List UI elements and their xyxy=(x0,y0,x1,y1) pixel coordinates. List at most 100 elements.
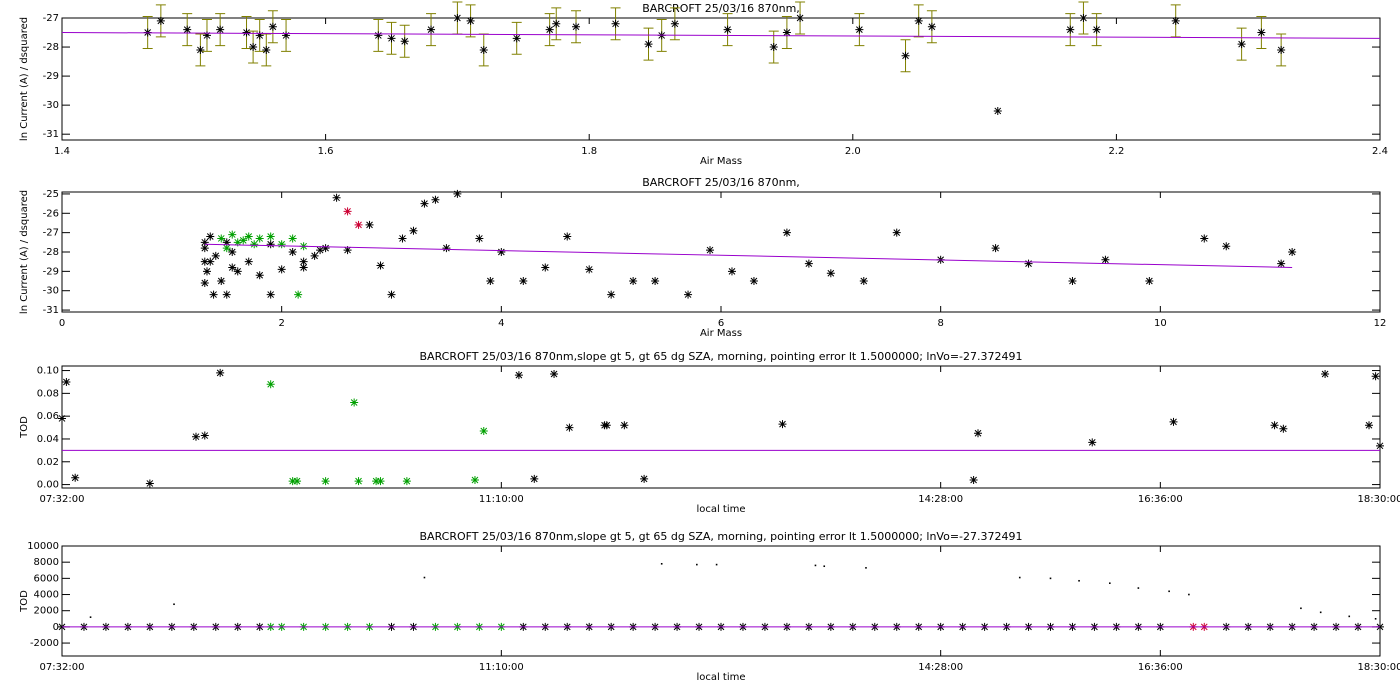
data-point xyxy=(629,277,638,286)
data-point xyxy=(374,31,383,40)
data-point xyxy=(479,426,488,435)
data-point xyxy=(321,477,330,486)
data-point xyxy=(206,232,215,241)
x-tick-label: 18:30:00 xyxy=(1358,662,1400,673)
data-point xyxy=(1188,593,1190,596)
data-point xyxy=(1068,277,1077,286)
data-point xyxy=(354,220,363,229)
y-tick-label: -27 xyxy=(43,13,59,24)
data-point xyxy=(1101,255,1110,264)
data-point xyxy=(233,238,242,247)
data-point xyxy=(350,398,359,407)
data-point xyxy=(354,477,363,486)
y-tick-label: 0.04 xyxy=(37,434,59,445)
data-point xyxy=(814,564,817,567)
data-point xyxy=(1319,611,1322,614)
data-point xyxy=(242,28,251,37)
data-point xyxy=(196,45,205,54)
x-axis-label: Air Mass xyxy=(700,328,742,339)
data-point xyxy=(71,473,80,482)
data-point xyxy=(974,429,983,438)
data-point xyxy=(228,248,237,256)
data-point xyxy=(409,226,418,235)
data-point xyxy=(217,234,226,243)
data-point xyxy=(1145,277,1154,286)
data-point xyxy=(211,251,220,260)
data-point xyxy=(826,269,835,278)
y-tick-label: 0.08 xyxy=(37,388,59,399)
data-point xyxy=(778,420,787,429)
y-tick-label: 0 xyxy=(53,622,59,633)
y-tick-label: -31 xyxy=(43,129,59,140)
data-point xyxy=(423,576,426,579)
data-point xyxy=(486,277,495,286)
x-tick-label: 16:36:00 xyxy=(1138,662,1183,673)
data-point xyxy=(206,257,215,266)
y-axis-label: ln Current (A) / dsquared xyxy=(19,190,30,314)
data-point xyxy=(398,234,407,243)
x-tick-label: 18:30:00 xyxy=(1358,494,1400,505)
data-point xyxy=(89,616,92,618)
data-point xyxy=(991,244,1000,253)
data-point xyxy=(541,263,550,272)
data-point xyxy=(969,476,978,485)
data-point xyxy=(1374,617,1377,620)
y-tick-label: -2000 xyxy=(30,638,59,649)
data-point xyxy=(209,290,218,299)
data-point xyxy=(901,51,910,60)
data-point xyxy=(497,248,506,256)
chart-title: BARCROFT 25/03/16 870nm,slope gt 5, gt 6… xyxy=(420,530,1023,543)
x-tick-label: 0 xyxy=(59,318,65,329)
data-point xyxy=(1365,421,1374,430)
data-point xyxy=(1222,242,1231,251)
data-point xyxy=(1300,607,1302,610)
y-tick-label: 0.02 xyxy=(37,457,59,468)
y-axis-label: TOD xyxy=(19,416,30,439)
data-point xyxy=(183,25,192,34)
data-point xyxy=(1137,587,1140,589)
data-point xyxy=(255,234,264,243)
y-tick-label: 4000 xyxy=(34,590,59,601)
data-point xyxy=(470,476,479,485)
data-point xyxy=(914,16,923,25)
y-tick-label: -31 xyxy=(43,305,59,316)
data-point xyxy=(268,22,277,31)
data-point xyxy=(1049,577,1052,580)
data-point xyxy=(1109,582,1111,585)
data-point xyxy=(145,479,154,488)
data-point xyxy=(244,257,253,266)
chart-title: BARCROFT 25/03/16 870nm, xyxy=(642,2,800,15)
data-point xyxy=(1257,28,1266,37)
data-point xyxy=(200,244,209,253)
data-point xyxy=(611,19,620,28)
data-point xyxy=(1018,576,1021,579)
x-tick-label: 14:28:00 xyxy=(918,662,963,673)
x-tick-label: 2.2 xyxy=(1108,146,1124,157)
data-point xyxy=(1088,438,1097,447)
data-point xyxy=(453,14,462,22)
y-tick-label: -30 xyxy=(43,286,59,297)
data-point xyxy=(1277,45,1286,54)
x-tick-label: 14:28:00 xyxy=(918,494,963,505)
data-point xyxy=(343,246,352,255)
plot-frame xyxy=(61,17,1381,141)
data-point xyxy=(310,251,319,260)
data-point xyxy=(1321,369,1330,378)
data-point xyxy=(222,238,231,247)
data-point xyxy=(855,25,864,34)
x-tick-label: 10 xyxy=(1154,318,1167,329)
data-point xyxy=(343,207,352,216)
plot-frame xyxy=(61,365,1381,489)
fit-line xyxy=(204,243,1293,268)
x-tick-label: 2.4 xyxy=(1372,146,1388,157)
plot-frame xyxy=(61,191,1381,313)
data-point xyxy=(376,261,385,270)
data-point xyxy=(706,246,715,255)
data-point xyxy=(294,290,303,299)
data-point xyxy=(58,414,66,423)
data-point xyxy=(804,259,813,268)
data-point xyxy=(684,290,693,299)
data-point xyxy=(545,25,554,34)
data-point xyxy=(1371,372,1380,381)
data-point xyxy=(200,431,209,440)
